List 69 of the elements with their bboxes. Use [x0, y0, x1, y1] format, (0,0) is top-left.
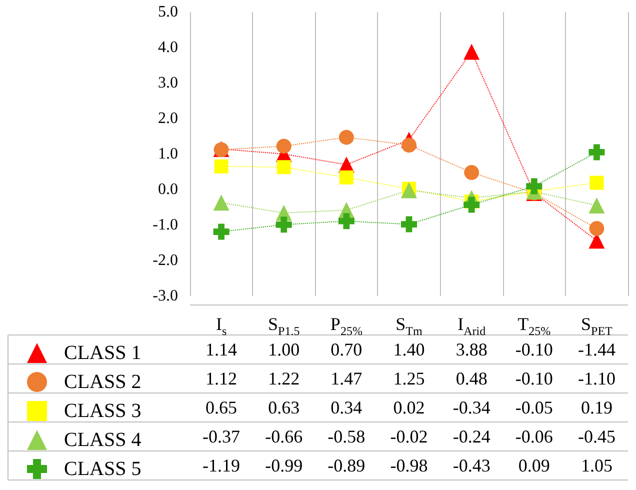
point — [339, 170, 354, 184]
point — [276, 216, 292, 233]
y-tick-label: -3.0 — [152, 288, 178, 304]
data-label: 0.09 — [518, 456, 550, 476]
data-label: 0.02 — [393, 398, 425, 418]
data-label: -0.89 — [328, 456, 366, 476]
data-label: -0.06 — [515, 426, 553, 446]
point — [464, 164, 480, 180]
legend-label: CLASS 1 — [64, 342, 142, 364]
data-label: 1.12 — [206, 368, 238, 388]
data-label: 0.34 — [330, 398, 362, 418]
data-label: -0.34 — [452, 398, 490, 418]
point — [338, 213, 354, 230]
data-label: 0.19 — [580, 398, 612, 418]
legend-label: CLASS 5 — [64, 458, 142, 480]
data-label: 0.48 — [456, 368, 488, 388]
point — [590, 176, 604, 190]
data-label: 1.47 — [330, 368, 362, 388]
data-label: -0.37 — [202, 426, 240, 446]
data-label: -0.10 — [515, 368, 553, 388]
legend-label: CLASS 2 — [64, 371, 142, 393]
data-label: -1.10 — [578, 368, 616, 388]
point — [526, 178, 542, 194]
point — [213, 194, 230, 211]
y-tick-label: -1.0 — [152, 216, 178, 234]
data-label: 1.25 — [393, 368, 425, 388]
point — [214, 159, 228, 174]
data-label: 0.65 — [206, 398, 238, 418]
y-tick-label: 3.0 — [158, 74, 178, 92]
point — [464, 44, 480, 60]
y-tick-label: -2.0 — [152, 252, 178, 269]
point — [276, 160, 291, 174]
data-label: 1.22 — [268, 368, 300, 388]
data-label: -0.43 — [452, 456, 490, 476]
y-tick-label: 4.0 — [158, 39, 178, 56]
point — [213, 224, 230, 240]
y-tick-label: 0.0 — [158, 181, 178, 198]
data-label: -1.44 — [578, 340, 616, 360]
point — [338, 130, 354, 145]
y-tick-label: 2.0 — [158, 110, 178, 127]
data-label: 0.63 — [268, 398, 300, 418]
data-label: -0.02 — [390, 426, 428, 446]
point — [402, 138, 416, 153]
point — [588, 144, 605, 160]
data-label: 1.00 — [268, 340, 300, 360]
data-label: -1.19 — [202, 456, 240, 476]
point — [588, 197, 605, 214]
point — [589, 221, 604, 236]
data-label: 1.14 — [206, 340, 238, 360]
data-label: -0.10 — [515, 340, 553, 360]
data-label: -0.66 — [265, 426, 303, 446]
point — [401, 182, 417, 198]
legend-label: CLASS 4 — [64, 429, 142, 451]
point — [401, 216, 417, 232]
y-tick-label: 5.0 — [158, 4, 178, 20]
data-label: -0.58 — [328, 426, 366, 446]
data-label: -0.45 — [578, 426, 616, 446]
data-label: -0.24 — [452, 426, 490, 446]
point — [464, 196, 480, 213]
data-label: 0.70 — [330, 340, 362, 360]
data-label: 3.88 — [456, 340, 488, 360]
y-tick-label: 1.0 — [158, 146, 178, 162]
data-label: -0.98 — [390, 456, 428, 476]
data-label: -0.05 — [515, 398, 553, 418]
data-label: 1.05 — [580, 456, 612, 476]
legend-label: CLASS 3 — [64, 400, 142, 422]
data-label: -0.99 — [265, 456, 303, 476]
point — [276, 138, 292, 154]
data-label: 1.40 — [393, 340, 425, 360]
